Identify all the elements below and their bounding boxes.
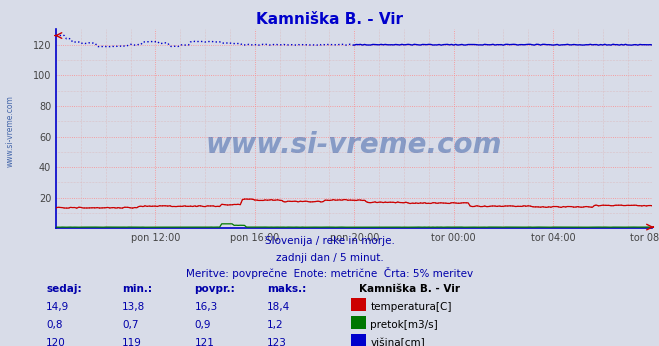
Text: 1,2: 1,2 <box>267 320 283 330</box>
Text: pretok[m3/s]: pretok[m3/s] <box>370 320 438 330</box>
Text: zadnji dan / 5 minut.: zadnji dan / 5 minut. <box>275 253 384 263</box>
Text: sedaj:: sedaj: <box>46 284 82 294</box>
Text: 120: 120 <box>46 338 66 346</box>
Text: 0,7: 0,7 <box>122 320 138 330</box>
Text: min.:: min.: <box>122 284 152 294</box>
Text: Slovenija / reke in morje.: Slovenija / reke in morje. <box>264 236 395 246</box>
Text: 18,4: 18,4 <box>267 302 290 312</box>
Text: povpr.:: povpr.: <box>194 284 235 294</box>
Text: 119: 119 <box>122 338 142 346</box>
Text: temperatura[C]: temperatura[C] <box>370 302 452 312</box>
Text: 13,8: 13,8 <box>122 302 145 312</box>
Text: Meritve: povprečne  Enote: metrične  Črta: 5% meritev: Meritve: povprečne Enote: metrične Črta:… <box>186 267 473 279</box>
Text: 16,3: 16,3 <box>194 302 217 312</box>
Text: 0,8: 0,8 <box>46 320 63 330</box>
Text: Kamniška B. - Vir: Kamniška B. - Vir <box>359 284 460 294</box>
Text: 0,9: 0,9 <box>194 320 211 330</box>
Text: maks.:: maks.: <box>267 284 306 294</box>
Text: višina[cm]: višina[cm] <box>370 338 425 346</box>
Text: 123: 123 <box>267 338 287 346</box>
Text: 14,9: 14,9 <box>46 302 69 312</box>
Text: Kamniška B. - Vir: Kamniška B. - Vir <box>256 12 403 27</box>
Text: 121: 121 <box>194 338 214 346</box>
Text: www.si-vreme.com: www.si-vreme.com <box>206 131 502 159</box>
Text: www.si-vreme.com: www.si-vreme.com <box>5 95 14 167</box>
